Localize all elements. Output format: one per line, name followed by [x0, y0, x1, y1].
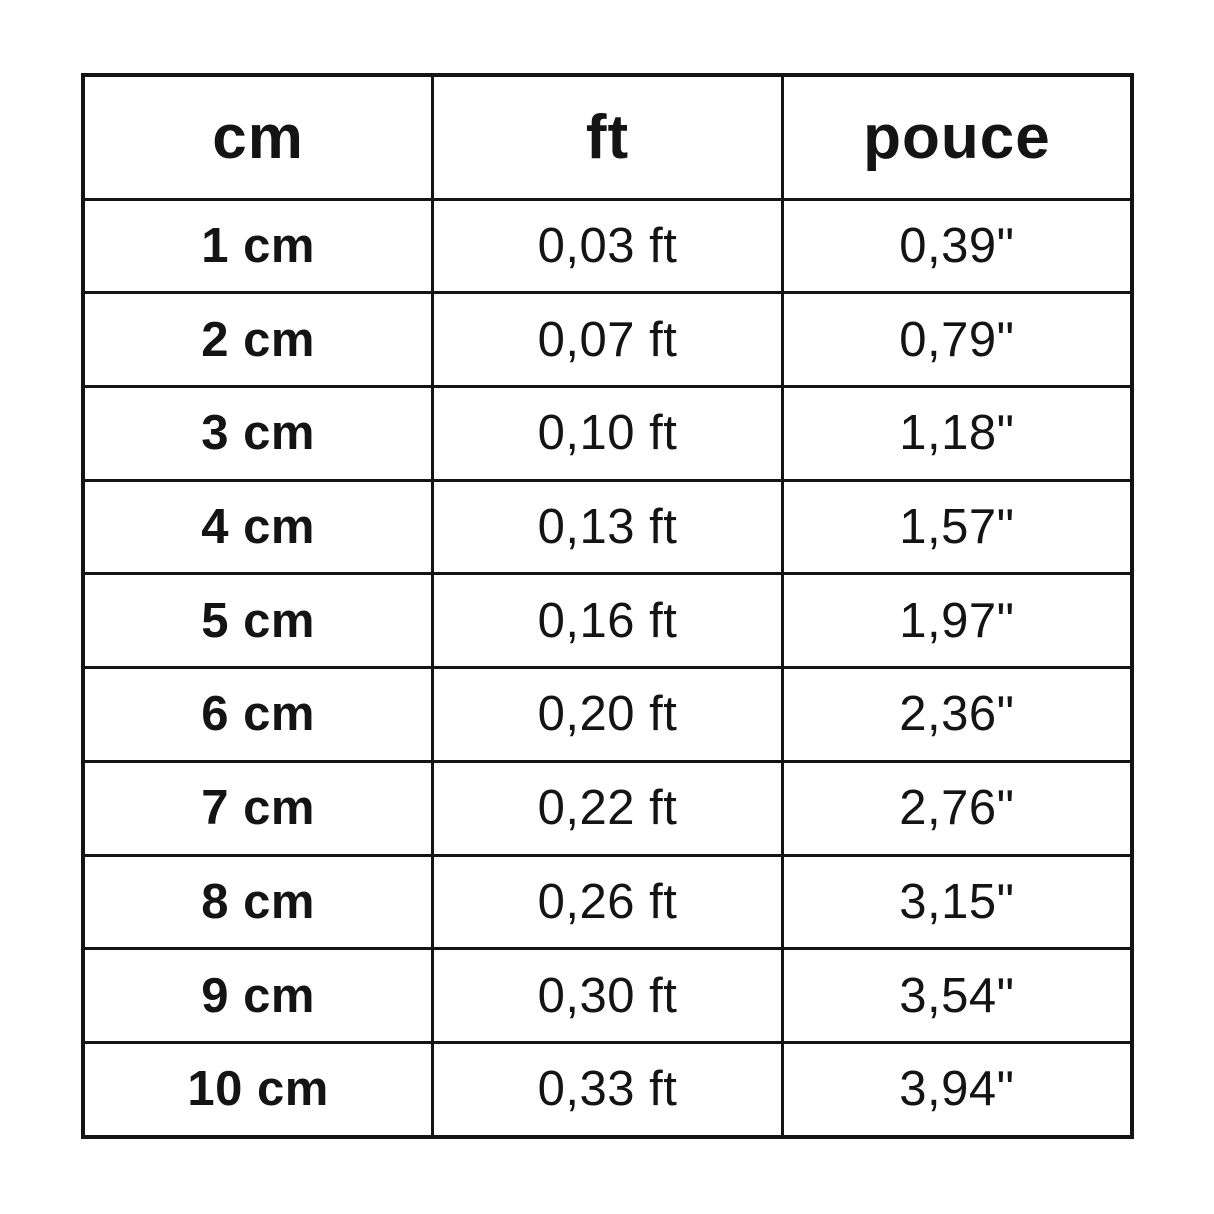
cell-pouce: 1,57"	[780, 478, 1134, 576]
table-header: cm ft pouce	[81, 73, 1134, 201]
cell-cm: 4 cm	[81, 478, 435, 576]
cell-ft: 0,03 ft	[431, 197, 784, 295]
cell-cm: 1 cm	[81, 197, 435, 295]
cell-cm: 9 cm	[81, 947, 435, 1044]
cell-pouce: 3,94"	[780, 1040, 1134, 1139]
cell-ft: 0,10 ft	[431, 384, 784, 482]
table-row: 5 cm 0,16 ft 1,97"	[81, 572, 1134, 670]
conversion-table: cm ft pouce 1 cm 0,03 ft 0,39" 2 cm 0,07 ft 0…	[81, 73, 1134, 1139]
cell-ft: 0,07 ft	[431, 291, 784, 388]
table-row: 2 cm 0,07 ft 0,79"	[81, 291, 1134, 388]
cell-ft: 0,33 ft	[431, 1040, 784, 1139]
cell-pouce: 3,15"	[780, 853, 1134, 951]
cell-pouce: 0,79"	[780, 291, 1134, 388]
header-cell-cm: cm	[81, 73, 435, 201]
cell-pouce: 0,39"	[780, 197, 1134, 295]
cell-ft: 0,22 ft	[431, 759, 784, 857]
cell-ft: 0,30 ft	[431, 947, 784, 1044]
cell-ft: 0,26 ft	[431, 853, 784, 951]
cell-pouce: 2,76"	[780, 759, 1134, 857]
table-row: 10 cm 0,33 ft 3,94"	[81, 1040, 1134, 1139]
table-row: 9 cm 0,30 ft 3,54"	[81, 947, 1134, 1044]
header-cell-ft: ft	[431, 73, 784, 201]
cell-cm: 10 cm	[81, 1040, 435, 1139]
cell-pouce: 3,54"	[780, 947, 1134, 1044]
cell-pouce: 2,36"	[780, 666, 1134, 763]
cell-cm: 6 cm	[81, 666, 435, 763]
table-row: 7 cm 0,22 ft 2,76"	[81, 759, 1134, 857]
table-row: 4 cm 0,13 ft 1,57"	[81, 478, 1134, 576]
cell-ft: 0,13 ft	[431, 478, 784, 576]
header-row: cm ft pouce	[81, 73, 1134, 201]
table-row: 6 cm 0,20 ft 2,36"	[81, 666, 1134, 763]
table-row: 8 cm 0,26 ft 3,15"	[81, 853, 1134, 951]
cell-cm: 2 cm	[81, 291, 435, 388]
table-body: 1 cm 0,03 ft 0,39" 2 cm 0,07 ft 0,79" 3 cm 0,10…	[81, 197, 1134, 1139]
cell-cm: 3 cm	[81, 384, 435, 482]
cell-pouce: 1,97"	[780, 572, 1134, 670]
table-row: 1 cm 0,03 ft 0,39"	[81, 197, 1134, 295]
header-cell-pouce: pouce	[780, 73, 1134, 201]
cell-ft: 0,16 ft	[431, 572, 784, 670]
cell-cm: 8 cm	[81, 853, 435, 951]
cell-ft: 0,20 ft	[431, 666, 784, 763]
cell-cm: 7 cm	[81, 759, 435, 857]
table-row: 3 cm 0,10 ft 1,18"	[81, 384, 1134, 482]
cell-pouce: 1,18"	[780, 384, 1134, 482]
cell-cm: 5 cm	[81, 572, 435, 670]
